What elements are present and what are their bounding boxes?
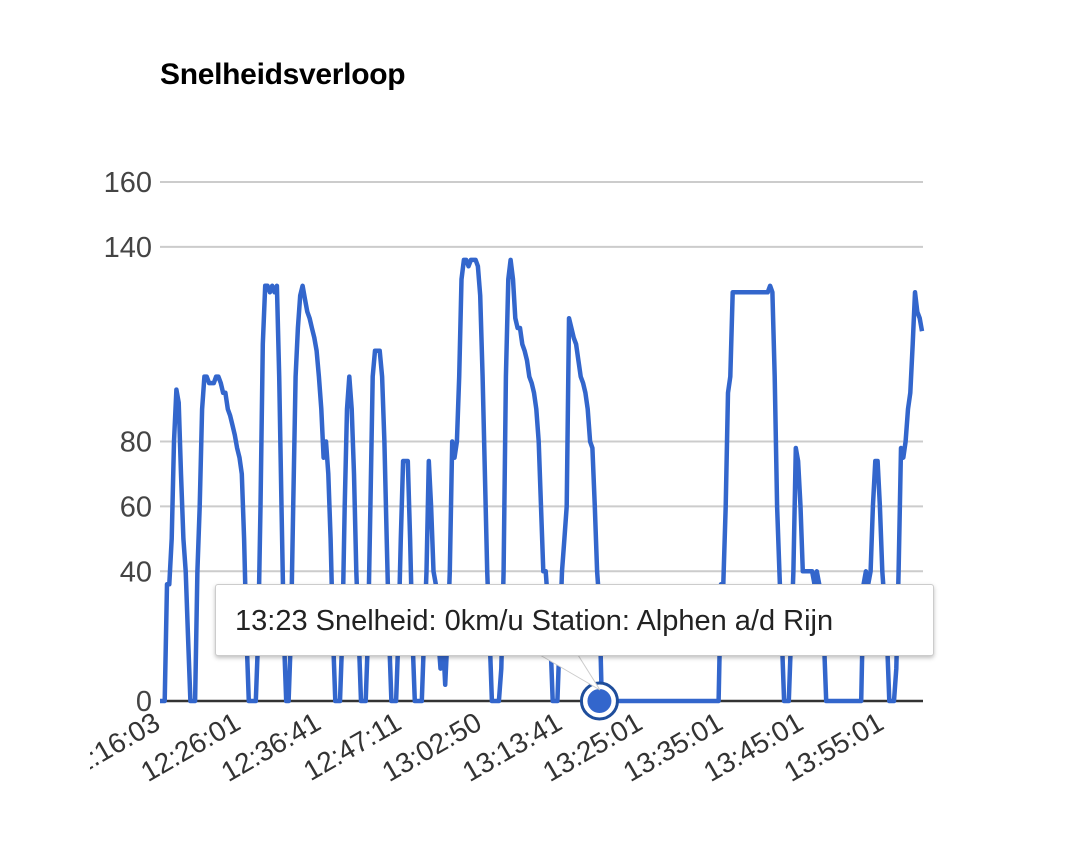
tooltip-pointer [538, 654, 601, 691]
x-axis-ticks: 12:16:0312:26:0112:36:4112:47:1113:02:50… [90, 706, 889, 787]
chart-title: Snelheidsverloop [160, 58, 406, 91]
y-tick-label: 60 [120, 491, 152, 523]
y-tick-label: 140 [104, 232, 152, 264]
series-line-speed[interactable] [160, 257, 925, 704]
highlight-point-dot[interactable] [587, 689, 612, 713]
y-tick-label: 80 [120, 427, 152, 459]
y-axis-ticks: 160 140 80 60 40 0 [104, 167, 152, 718]
y-tick-label: 40 [120, 556, 152, 588]
y-tick-label: 0 [136, 686, 152, 718]
highlight-point[interactable] [579, 681, 619, 721]
tooltip: 13:23 Snelheid: 0km/u Station: Alphen a/… [215, 584, 934, 656]
y-tick-label: 160 [104, 167, 152, 199]
